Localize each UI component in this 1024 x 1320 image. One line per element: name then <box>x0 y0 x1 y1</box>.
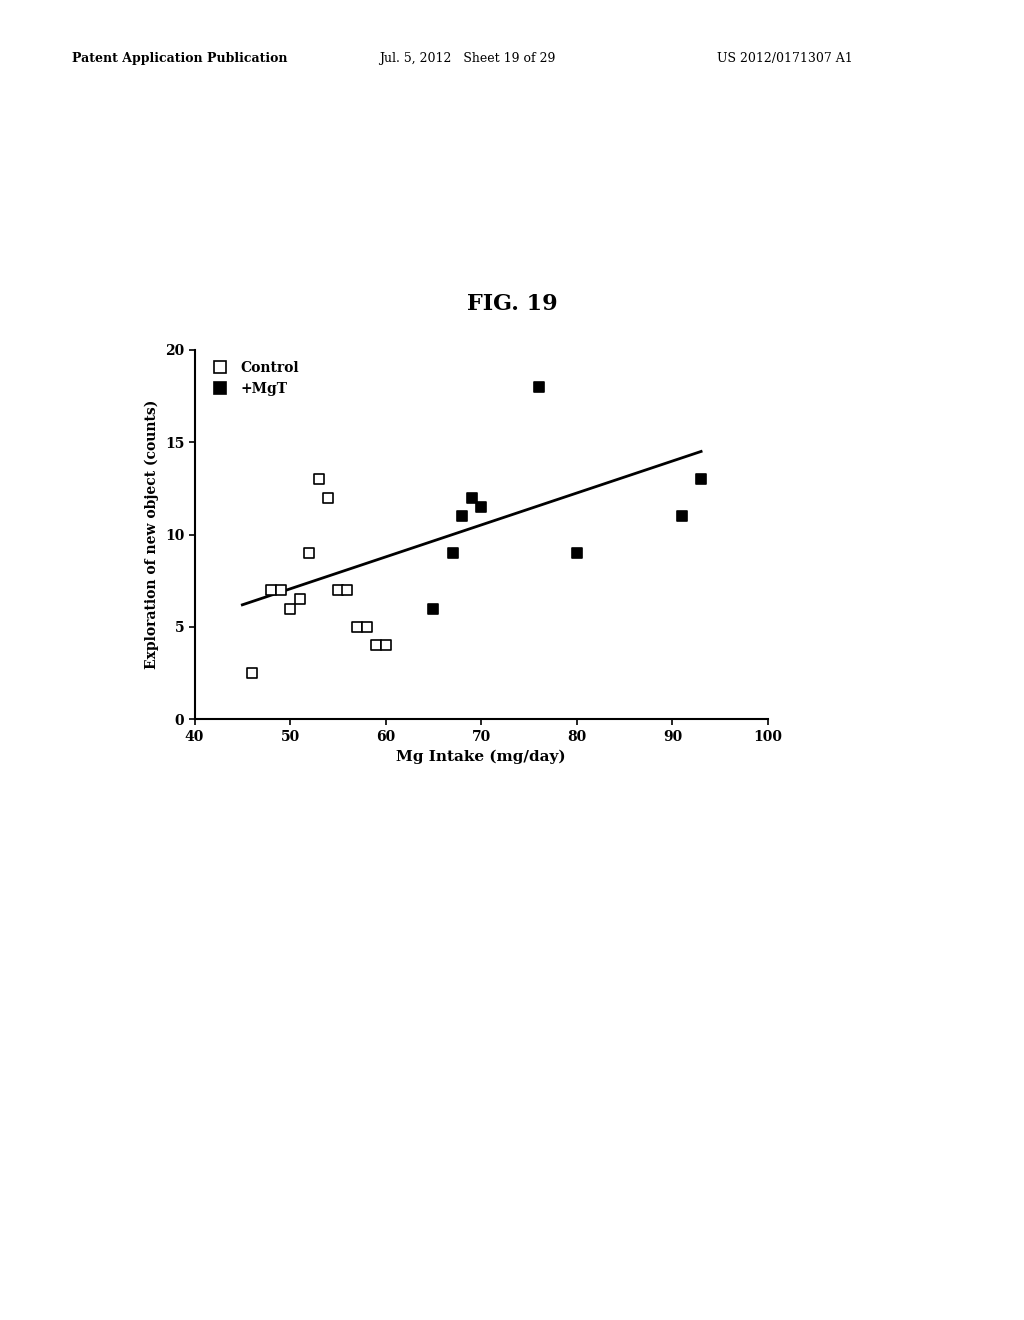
Control <box>310 469 327 490</box>
Control <box>368 635 384 656</box>
Control <box>282 598 298 619</box>
Control <box>321 487 337 508</box>
Y-axis label: Exploration of new object (counts): Exploration of new object (counts) <box>144 400 159 669</box>
Control <box>301 543 317 564</box>
Control <box>272 579 289 601</box>
Control <box>378 635 394 656</box>
Control <box>244 663 260 684</box>
+MgT <box>530 376 547 397</box>
Text: FIG. 19: FIG. 19 <box>467 293 557 315</box>
+MgT <box>568 543 585 564</box>
+MgT <box>674 506 690 527</box>
X-axis label: Mg Intake (mg/day): Mg Intake (mg/day) <box>396 750 566 764</box>
+MgT <box>464 487 480 508</box>
Control <box>263 579 280 601</box>
Text: US 2012/0171307 A1: US 2012/0171307 A1 <box>717 51 853 65</box>
Control <box>349 616 366 638</box>
Control <box>339 579 355 601</box>
+MgT <box>473 496 489 517</box>
+MgT <box>693 469 710 490</box>
Text: Patent Application Publication: Patent Application Publication <box>72 51 287 65</box>
Legend: Control, +MgT: Control, +MgT <box>202 356 303 400</box>
+MgT <box>454 506 470 527</box>
+MgT <box>444 543 461 564</box>
Control <box>358 616 375 638</box>
Control <box>292 589 308 610</box>
Control <box>330 579 346 601</box>
+MgT <box>425 598 441 619</box>
Text: Jul. 5, 2012   Sheet 19 of 29: Jul. 5, 2012 Sheet 19 of 29 <box>379 51 555 65</box>
